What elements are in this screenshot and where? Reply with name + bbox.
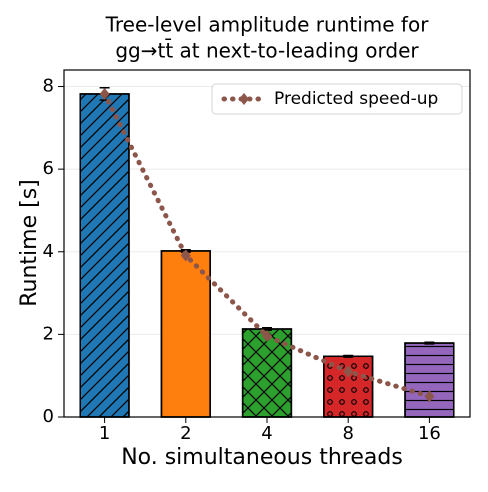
error-bar (343, 354, 354, 358)
line-marker (343, 365, 354, 378)
line-marker (262, 330, 272, 343)
bar-hatch (79, 93, 130, 418)
chart-title: Tree-level amplitude runtime for (105, 13, 430, 37)
y-axis-label: Runtime [s] (17, 179, 42, 307)
line-marker (99, 87, 110, 100)
x-tick-label: 8 (342, 423, 353, 444)
x-axis-label: No. simultaneous threads (121, 445, 403, 470)
x-tick-label: 1 (99, 423, 110, 444)
legend-box (211, 83, 463, 115)
y-tick-label: 0 (43, 406, 54, 427)
bar (160, 250, 211, 418)
line-marker (424, 390, 435, 403)
y-tick-label: 4 (43, 241, 54, 262)
chart-title: gg→tt̄ at next-to-leading order (115, 38, 419, 63)
error-bar (424, 341, 435, 345)
legend-label: Predicted speed-up (274, 89, 438, 109)
plot-frame (63, 69, 471, 418)
x-tick-label: 2 (180, 423, 191, 444)
x-tick-label: 16 (418, 423, 441, 444)
legend-marker (239, 93, 249, 105)
y-tick-label: 6 (43, 158, 54, 179)
y-tick-label: 2 (43, 323, 54, 344)
y-tick-label: 8 (43, 76, 54, 97)
line-marker (180, 249, 191, 262)
bar-hatch (404, 342, 455, 418)
x-tick-label: 4 (261, 423, 272, 444)
